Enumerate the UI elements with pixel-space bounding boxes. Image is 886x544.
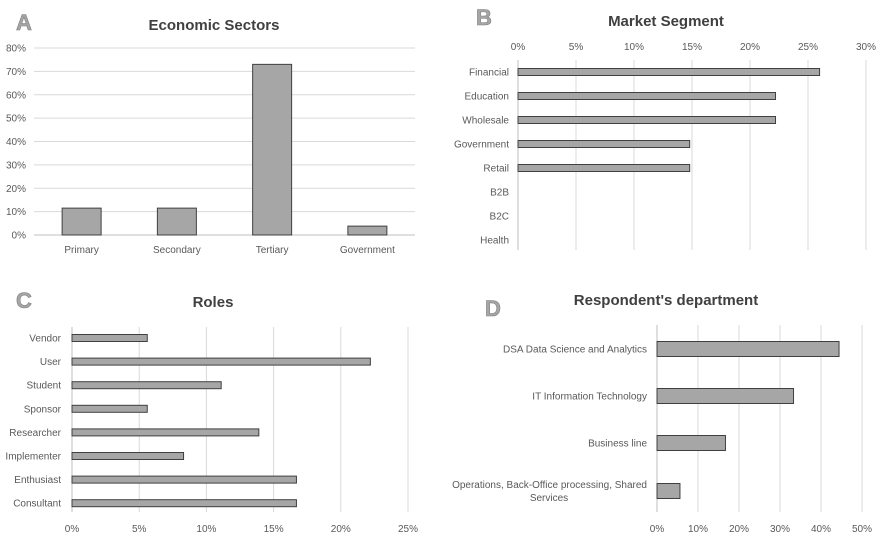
panel-a-bar-tertiary — [252, 63, 293, 236]
panel-a-y-tick: 10% — [6, 207, 26, 218]
panel-a-x-tick: Primary — [64, 245, 98, 256]
panel-a-x-tick: Tertiary — [256, 245, 289, 256]
panel-a-bar-government — [347, 225, 388, 236]
panel-d-bar-business-line — [656, 435, 726, 451]
panel-a-bar-secondary — [156, 207, 197, 236]
panel-c-x-tick: 10% — [196, 524, 216, 535]
panel-a-y-tick: 50% — [6, 114, 26, 125]
panel-b-bar-education — [517, 92, 777, 100]
panel-d-category-label: DSA Data Science and Analytics — [503, 345, 647, 356]
panel-a-title: Economic Sectors — [149, 17, 280, 34]
panel-c-category-label: Enthusiast — [14, 475, 61, 486]
panel-a-letter: A — [16, 10, 32, 35]
panel-d-x-tick: 0% — [650, 524, 665, 535]
panel-a-y-tick: 60% — [6, 90, 26, 101]
panel-c-x-tick: 15% — [264, 524, 284, 535]
panel-a-y-tick: 20% — [6, 184, 26, 195]
panel-d-letter: D — [485, 296, 501, 321]
panel-d-bar-it-information-technology — [656, 388, 795, 404]
panel-d-x-tick: 20% — [729, 524, 749, 535]
panel-c-x-tick: 0% — [65, 524, 80, 535]
panel-d-category-label: Business line — [588, 439, 647, 450]
panel-c-bar-vendor — [71, 334, 148, 342]
panel-b-x-tick: 10% — [624, 42, 644, 53]
panel-c-bar-user — [71, 357, 371, 366]
panel-b-x-tick: 15% — [682, 42, 702, 53]
panel-a-y-tick: 40% — [6, 137, 26, 148]
panel-c-bar-researcher — [71, 428, 260, 437]
panel-c-category-label: Student — [27, 381, 62, 392]
panel-b-bar-government — [517, 140, 691, 148]
panel-b-x-tick: 30% — [856, 42, 876, 53]
panel-c-category-label: Consultant — [13, 499, 61, 510]
panel-a-y-tick: 0% — [12, 231, 27, 242]
panel-b-bar-retail — [517, 164, 691, 172]
panel-b-category-label: Health — [480, 236, 509, 247]
panel-d-category-label: Operations, Back-Office processing, Shar… — [452, 480, 647, 491]
panel-c-bar-consultant — [71, 499, 297, 508]
panel-d-x-tick: 30% — [770, 524, 790, 535]
panel-c-category-label: Vendor — [29, 334, 61, 345]
panel-b-x-tick: 20% — [740, 42, 760, 53]
panel-b-letter: B — [476, 5, 492, 30]
panel-d-bar-dsa-data-science-and-analytics — [656, 341, 840, 357]
panel-c-bar-student — [71, 381, 222, 390]
panel-c-category-label: User — [40, 357, 62, 368]
panel-b-x-tick: 5% — [569, 42, 584, 53]
panel-a-x-tick: Secondary — [153, 245, 201, 256]
panel-c-category-label: Sponsor — [24, 404, 62, 415]
panel-b-category-label: B2B — [490, 188, 509, 199]
panel-a-y-tick: 70% — [6, 67, 26, 78]
panel-b-x-tick: 0% — [511, 42, 526, 53]
panel-d-category-label: Services — [530, 493, 568, 504]
panel-c-x-tick: 25% — [398, 524, 418, 535]
panel-b-bar-wholesale — [517, 116, 777, 124]
panel-d-category-label: IT Information Technology — [532, 392, 647, 403]
panel-b-category-label: Wholesale — [462, 116, 509, 127]
panel-b-bar-financial — [517, 68, 821, 76]
panel-b-category-label: B2C — [490, 212, 509, 223]
panel-b-category-label: Education — [465, 92, 509, 103]
panel-c-bar-enthusiast — [71, 475, 297, 484]
panel-c-letter: C — [16, 288, 32, 313]
panel-d-title: Respondent's department — [574, 292, 758, 309]
panel-d-x-tick: 10% — [688, 524, 708, 535]
panel-c-category-label: Implementer — [5, 452, 61, 463]
panel-c-x-tick: 20% — [331, 524, 351, 535]
panel-c-x-tick: 5% — [132, 524, 147, 535]
panel-c-bar-sponsor — [71, 404, 148, 413]
panel-a-y-tick: 30% — [6, 160, 26, 171]
panel-c-title: Roles — [193, 294, 234, 311]
panel-b-category-label: Retail — [483, 164, 509, 175]
panel-b-x-tick: 25% — [798, 42, 818, 53]
panel-b-category-label: Government — [454, 140, 509, 151]
panel-d-bar-operations-back-office-processing-shared-services — [656, 483, 681, 499]
panel-c-bar-implementer — [71, 452, 185, 460]
panel-a-bar-primary — [61, 207, 102, 236]
panel-d-x-tick: 40% — [811, 524, 831, 535]
panel-b-category-label: Financial — [469, 68, 509, 79]
panel-d-x-tick: 50% — [852, 524, 872, 535]
panel-a-y-tick: 80% — [6, 44, 26, 55]
panel-b-title: Market Segment — [608, 13, 724, 30]
panel-a-x-tick: Government — [340, 245, 395, 256]
panel-c-category-label: Researcher — [9, 428, 61, 439]
